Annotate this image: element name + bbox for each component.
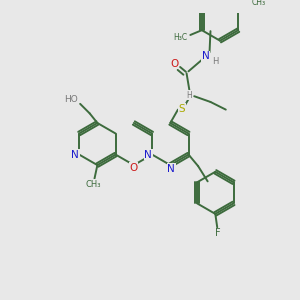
- Text: S: S: [178, 103, 185, 114]
- Text: H₃C: H₃C: [174, 33, 188, 42]
- Text: N: N: [144, 150, 152, 160]
- Text: H: H: [187, 91, 192, 100]
- Text: CH₃: CH₃: [86, 180, 101, 189]
- Text: N: N: [167, 164, 175, 174]
- Text: O: O: [130, 163, 138, 173]
- Text: H: H: [212, 57, 218, 66]
- Text: CH₃: CH₃: [251, 0, 266, 7]
- Text: N: N: [202, 51, 210, 61]
- Text: F: F: [215, 228, 221, 238]
- Text: O: O: [170, 59, 178, 69]
- Text: HO: HO: [64, 94, 77, 103]
- Text: N: N: [71, 150, 79, 160]
